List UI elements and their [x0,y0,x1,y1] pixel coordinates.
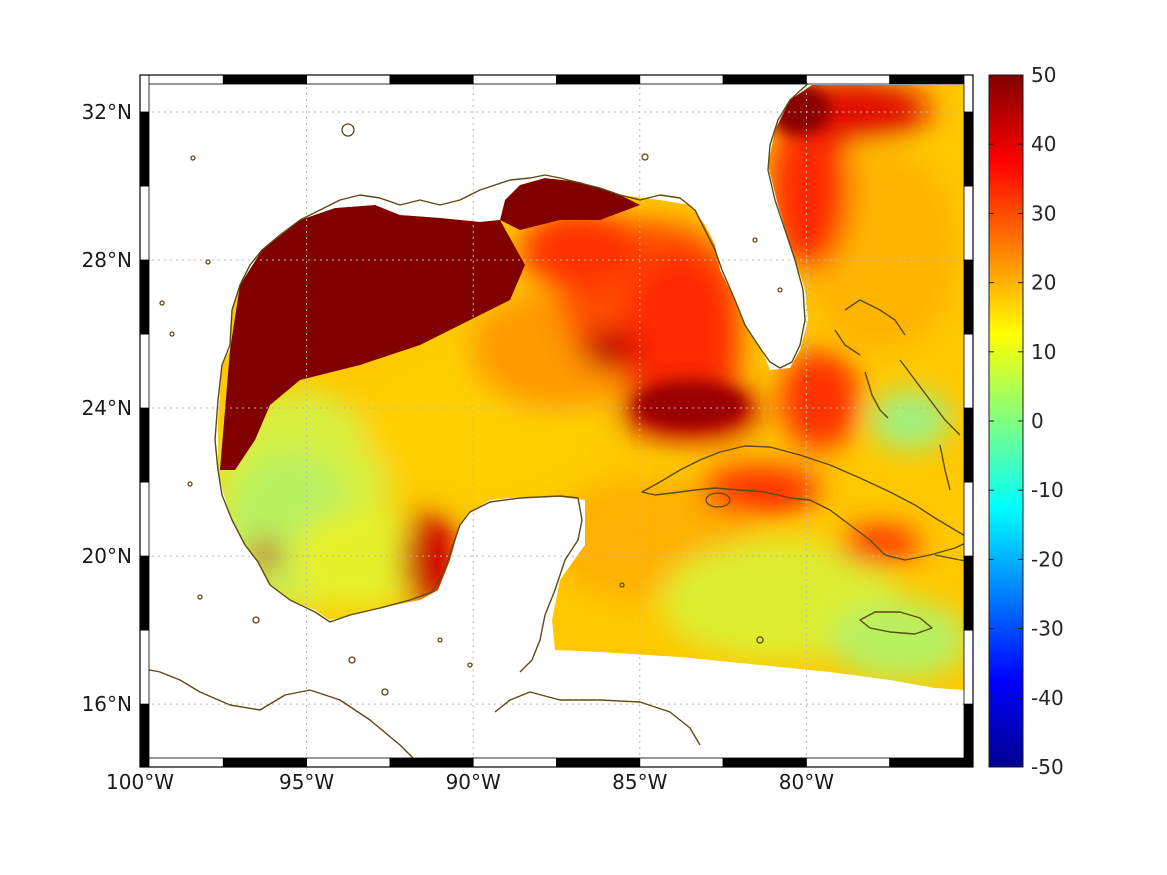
lon-tick-label-4: 80°W [779,770,834,794]
frame-segment-left [139,555,150,631]
latitude-tick-labels: 32°N 28°N 24°N 20°N 16°N [82,100,132,716]
lat-tick-label-3: 20°N [82,544,132,568]
colorbar-tick-label-2: 30 [1031,201,1056,225]
frame-segment-top [889,74,974,85]
frame-segment-left [139,185,150,261]
frame-segment-right [963,74,974,113]
frame-segment-right [963,111,974,187]
frame-segment-right [963,629,974,705]
frame-segment-bottom [639,757,724,768]
frame-segment-left [139,407,150,483]
frame-segment-right [963,555,974,631]
frame-segment-right [963,481,974,557]
colorbar-tick-label-6: -10 [1031,478,1064,502]
colorbar-ticks: 50 40 30 20 10 0 -10 -20 -30 -40 -50 [989,63,1064,779]
map-frame [139,74,974,768]
frame-segment-right [963,407,974,483]
colorbar-gradient [988,74,1024,768]
colorbar-tick-label-1: 40 [1031,132,1056,156]
frame-segment-top [472,74,557,85]
frame-segment-left [139,703,150,768]
frame-segment-right [963,185,974,261]
colorbar-tick-label-9: -40 [1031,686,1064,710]
frame-segment-right [963,259,974,335]
colorbar-tick-label-3: 20 [1031,271,1056,295]
frame-segment-top [639,74,724,85]
frame-outline [139,74,974,768]
frame-segment-bottom [472,757,557,768]
frame-segment-top [139,74,224,85]
lat-tick-label-0: 32°N [82,100,132,124]
frame-segment-bottom [139,757,224,768]
graticule [140,75,973,767]
frame-segment-bottom [306,757,391,768]
frame-segment-top [806,74,891,85]
lon-tick-label-0: 100°W [106,770,174,794]
frame-segment-left [139,259,150,335]
colorbar-tick-label-7: -20 [1031,547,1064,571]
frame-segment-top [556,74,641,85]
frame-segment-bottom [389,757,474,768]
colorbar-tick-label-0: 50 [1031,63,1056,87]
frame-segment-left [139,333,150,409]
frame-segment-bottom [556,757,641,768]
frame-segment-left [139,111,150,187]
frame-segment-right [963,703,974,768]
frame-segment-left [139,481,150,557]
frame-segment-left [139,629,150,705]
frame-segment-right [963,333,974,409]
lon-tick-label-3: 85°W [612,770,667,794]
frame-segment-bottom [806,757,891,768]
frame-segment-top [222,74,308,85]
coastlines [140,79,973,766]
frame-segment-bottom [889,757,974,768]
frame-segment-left [139,74,150,113]
lon-tick-label-2: 90°W [446,770,501,794]
colorbar: 50 40 30 20 10 0 -10 -20 -30 -40 -50 [988,63,1064,779]
data-field [218,85,965,690]
colorbar-tick-label-10: -50 [1031,755,1064,779]
frame-segment-top [389,74,474,85]
longitude-tick-labels: 100°W 95°W 90°W 85°W 80°W [106,770,834,794]
frame-segment-top [306,74,391,85]
colorbar-tick-label-4: 10 [1031,340,1056,364]
frame-segment-bottom [222,757,308,768]
lon-tick-label-1: 95°W [279,770,334,794]
frame-segment-bottom [722,757,807,768]
colorbar-tick-label-5: 0 [1031,409,1044,433]
colorbar-tick-label-8: -30 [1031,617,1064,641]
frame-segment-top [722,74,807,85]
lat-tick-label-4: 16°N [82,692,132,716]
lat-tick-label-2: 24°N [82,396,132,420]
lat-tick-label-1: 28°N [82,248,132,272]
